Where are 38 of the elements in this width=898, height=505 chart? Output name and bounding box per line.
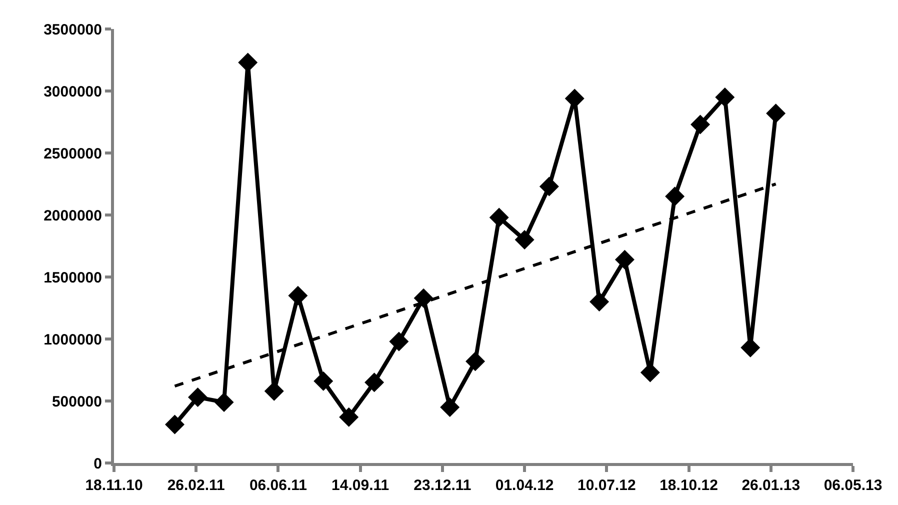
y-tick-label: 2000000 xyxy=(44,207,102,224)
x-tick-label: 23.12.11 xyxy=(414,477,472,494)
x-tick-label: 06.05.13 xyxy=(824,477,882,494)
y-tick-label: 1000000 xyxy=(44,331,102,348)
point xyxy=(288,286,308,306)
x-tick-label: 26.02.11 xyxy=(167,477,225,494)
point xyxy=(614,250,634,270)
x-tick-label: 18.10.12 xyxy=(660,477,718,494)
point xyxy=(389,332,409,352)
x-tick-label: 10.07.12 xyxy=(577,477,636,494)
point xyxy=(514,230,534,250)
point xyxy=(539,176,559,196)
y-tick-label: 500000 xyxy=(52,393,102,410)
x-tick-label: 26.01.13 xyxy=(742,477,800,494)
y-tick-label: 2500000 xyxy=(44,145,102,162)
point xyxy=(414,288,434,308)
x-tick-label: 06.06.11 xyxy=(249,477,307,494)
y-tick-label: 1500000 xyxy=(44,269,102,286)
point xyxy=(665,186,685,206)
point xyxy=(715,87,735,107)
point xyxy=(590,292,610,312)
point xyxy=(466,352,486,372)
x-tick-label: 14.09.11 xyxy=(332,477,390,494)
point xyxy=(314,371,334,391)
point xyxy=(440,397,460,417)
x-tick-label: 18.11.10 xyxy=(85,477,143,494)
x-tick-label: 01.04.12 xyxy=(495,477,554,494)
point xyxy=(364,372,384,392)
y-tick-label: 3000000 xyxy=(44,83,102,100)
point xyxy=(165,414,185,434)
point xyxy=(214,392,234,412)
point xyxy=(188,388,208,408)
point xyxy=(766,104,786,124)
point xyxy=(690,114,710,134)
y-tick-label: 0 xyxy=(94,455,102,472)
point xyxy=(489,208,509,228)
point xyxy=(339,407,359,427)
y-tick-label: 3500000 xyxy=(44,21,102,38)
